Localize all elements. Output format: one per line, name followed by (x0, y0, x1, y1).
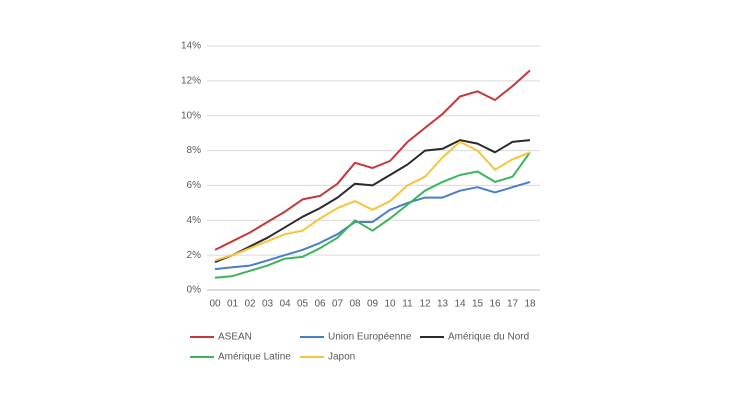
series-line (214, 139, 531, 264)
x-tick-label: 17 (507, 299, 519, 310)
x-tick-label: 18 (524, 299, 536, 310)
y-tick-label: 10% (181, 110, 201, 121)
legend-label: Japon (328, 352, 355, 363)
y-tick-label: 8% (187, 145, 202, 156)
x-tick-label: 02 (244, 299, 256, 310)
x-tick-label: 15 (472, 299, 484, 310)
x-tick-label: 09 (367, 299, 379, 310)
y-tick-label: 4% (187, 215, 202, 226)
y-tick-label: 6% (187, 180, 202, 191)
y-tick-label: 2% (187, 250, 202, 261)
y-tick-label: 0% (187, 285, 202, 296)
x-tick-label: 05 (297, 299, 309, 310)
legend-label: Amérique Latine (218, 352, 291, 363)
series-line (214, 180, 531, 271)
x-tick-label: 07 (332, 299, 344, 310)
legend-label: Union Européenne (328, 332, 412, 343)
x-tick-label: 16 (489, 299, 501, 310)
legend-label: Amérique du Nord (448, 332, 529, 343)
x-tick-label: 11 (402, 299, 413, 310)
series-line (214, 140, 531, 262)
x-tick-label: 14 (454, 299, 466, 310)
x-tick-label: 12 (419, 299, 431, 310)
y-tick-label: 12% (181, 75, 201, 86)
legend-label: ASEAN (218, 332, 252, 343)
x-tick-label: 01 (227, 299, 239, 310)
x-tick-label: 08 (349, 299, 361, 310)
x-tick-label: 06 (314, 299, 326, 310)
x-tick-label: 04 (279, 299, 291, 310)
x-tick-label: 10 (384, 299, 396, 310)
series-line (214, 151, 531, 279)
x-tick-label: 00 (209, 299, 221, 310)
y-tick-label: 14% (181, 41, 201, 52)
series-line (214, 69, 531, 251)
x-tick-label: 13 (437, 299, 449, 310)
x-tick-label: 03 (262, 299, 274, 310)
